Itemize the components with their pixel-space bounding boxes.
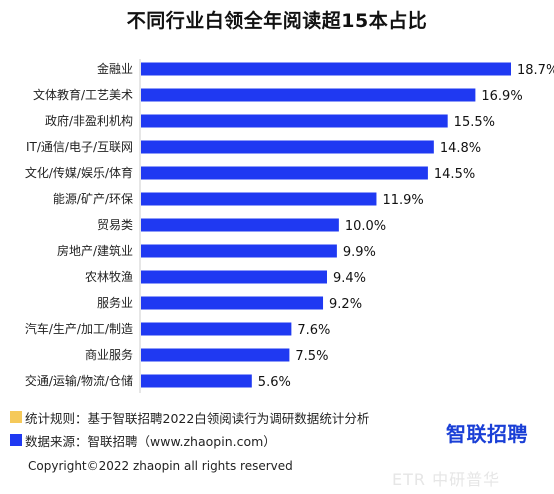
bar — [141, 322, 292, 336]
category-label: 文化/传媒/娱乐/体育 — [25, 165, 133, 180]
bar — [141, 192, 377, 206]
category-label: 贸易类 — [97, 218, 133, 232]
value-label: 18.7% — [517, 63, 554, 78]
bar — [141, 88, 476, 102]
note-rule-swatch — [10, 411, 22, 423]
value-label: 15.5% — [454, 115, 495, 130]
bar — [141, 244, 337, 258]
bar — [141, 296, 324, 310]
zhaopin-logo: 智联招聘 — [446, 422, 528, 446]
category-label: 政府/非盈利机构 — [45, 113, 133, 128]
bar — [141, 374, 252, 388]
category-label: 服务业 — [97, 295, 133, 310]
value-label: 5.6% — [258, 375, 291, 390]
copyright-text: Copyright©2022 zhaopin all rights reserv… — [28, 459, 293, 473]
bar — [141, 62, 511, 76]
value-label: 7.5% — [295, 349, 328, 364]
category-label: 金融业 — [97, 61, 133, 76]
category-label: 交通/运输/物流/仓储 — [25, 373, 133, 388]
note-rule-text: 统计规则：基于智联招聘2022白领阅读行为调研数据统计分析 — [25, 410, 370, 426]
value-label: 16.9% — [481, 89, 522, 104]
bar — [141, 348, 290, 362]
note-source-text: 数据来源：智联招聘（www.zhaopin.com） — [25, 433, 276, 449]
watermark: ETR 中研普华 — [392, 470, 501, 489]
value-label: 11.9% — [382, 193, 423, 208]
category-label: 房地产/建筑业 — [57, 243, 133, 258]
value-label: 9.4% — [333, 271, 366, 286]
category-label: 农林牧渔 — [85, 270, 133, 284]
category-label: IT/通信/电子/互联网 — [26, 140, 133, 154]
bar — [141, 166, 428, 180]
value-label: 14.5% — [434, 167, 475, 182]
category-label: 文体教育/工艺美术 — [33, 87, 133, 102]
value-label: 9.9% — [343, 245, 376, 260]
value-label: 14.8% — [440, 141, 481, 156]
value-labels: 18.7% 16.9% 15.5% 14.8% 14.5% 11.9% 10.0% 9.9% 9… — [258, 63, 554, 390]
category-label: 能源/矿产/环保 — [53, 192, 133, 206]
chart-title: 不同行业白领全年阅读超15本占比 — [126, 10, 428, 32]
note-rule: 统计规则：基于智联招聘2022白领阅读行为调研数据统计分析 — [10, 408, 369, 426]
bar — [141, 270, 327, 284]
category-label: 汽车/生产/加工/制造 — [25, 321, 133, 336]
bar — [141, 140, 434, 154]
bars — [141, 62, 511, 388]
bar — [141, 218, 339, 232]
category-label: 商业服务 — [85, 347, 133, 362]
note-source: 数据来源：智联招聘（www.zhaopin.com） — [10, 431, 276, 449]
value-label: 9.2% — [329, 297, 362, 312]
bar — [141, 114, 448, 128]
value-label: 10.0% — [345, 219, 386, 234]
value-label: 7.6% — [297, 323, 330, 338]
note-source-swatch — [10, 434, 22, 446]
